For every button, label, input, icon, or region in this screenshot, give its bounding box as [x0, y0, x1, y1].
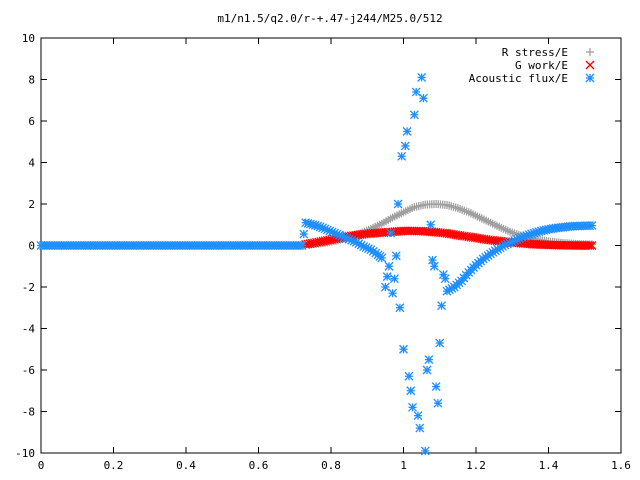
- chart-title: m1/n1.5/q2.0/r-+.47-j244/M25.0/512: [217, 12, 442, 25]
- series-1: [301, 226, 597, 250]
- data-point: [401, 226, 411, 236]
- x-axis: 0 0.2 0.4 0.6 0.8 1 1.2 1.4 1.6: [38, 38, 631, 472]
- data-point: [411, 87, 421, 97]
- data-point: [440, 274, 450, 284]
- y-tick-label: 4: [28, 157, 35, 170]
- data-point: [395, 303, 405, 313]
- legend-marker: [585, 73, 595, 83]
- data-point: [399, 344, 408, 354]
- data-point: [393, 199, 403, 209]
- data-point: [377, 253, 387, 263]
- data-point: [431, 382, 441, 392]
- data-point: [583, 241, 593, 250]
- legend-label: Acoustic flux/E: [469, 72, 568, 85]
- data-point: [422, 365, 432, 375]
- y-tick-label: 10: [22, 32, 35, 45]
- y-tick-label: -8: [22, 406, 35, 419]
- y-tick-label: -10: [15, 447, 35, 460]
- y-tick-label: -4: [22, 323, 36, 336]
- data-point: [403, 226, 413, 236]
- data-point: [406, 386, 416, 396]
- data-point: [386, 228, 396, 238]
- data-point: [404, 371, 414, 381]
- y-tick-label: 2: [28, 198, 35, 211]
- data-point: [297, 241, 307, 250]
- data-point: [435, 338, 445, 348]
- x-tick-label: 0.2: [104, 459, 124, 472]
- data-point: [391, 251, 401, 261]
- legend-label: G work/E: [515, 59, 568, 72]
- x-tick-label: 0.4: [176, 459, 196, 472]
- x-tick-label: 1.4: [539, 459, 559, 472]
- y-tick-label: 6: [28, 115, 35, 128]
- y-tick-label: 8: [28, 74, 35, 87]
- data-point: [409, 110, 419, 120]
- data-point: [389, 274, 399, 284]
- y-tick-label: 0: [28, 240, 35, 253]
- data-point: [413, 411, 423, 421]
- series-layer: [36, 72, 597, 456]
- data-point: [587, 241, 597, 250]
- data-point: [384, 261, 394, 271]
- data-point: [388, 288, 398, 298]
- legend-marker: [586, 48, 594, 56]
- data-point: [402, 126, 412, 136]
- x-tick-label: 0: [38, 459, 45, 472]
- x-tick-label: 1.6: [611, 459, 631, 472]
- y-tick-label: -6: [22, 364, 35, 377]
- legend-label: R stress/E: [502, 46, 568, 59]
- series-2: [36, 72, 597, 456]
- data-point: [426, 220, 436, 230]
- data-point: [437, 301, 447, 311]
- data-point: [405, 226, 415, 236]
- x-tick-label: 0.6: [249, 459, 269, 472]
- data-point: [433, 398, 443, 408]
- data-point: [429, 261, 439, 271]
- data-point: [380, 282, 390, 292]
- data-point: [417, 72, 427, 82]
- y-tick-label: -2: [22, 281, 35, 294]
- x-tick-label: 1: [400, 459, 407, 472]
- data-point: [400, 141, 410, 151]
- data-point: [424, 355, 434, 365]
- data-point: [399, 226, 408, 236]
- data-point: [415, 423, 425, 433]
- data-point: [408, 402, 418, 412]
- data-point: [420, 446, 430, 456]
- data-point: [397, 151, 407, 161]
- data-point: [587, 221, 597, 231]
- legend-marker: [585, 60, 595, 70]
- data-point: [382, 272, 392, 282]
- x-tick-label: 0.8: [321, 459, 341, 472]
- data-point: [418, 93, 428, 103]
- data-point: [585, 241, 595, 250]
- y-axis: 10 8 6 4 2 0 -2 -4 -6 -8 -10: [15, 32, 621, 460]
- x-tick-label: 1.2: [466, 459, 486, 472]
- data-point: [428, 255, 437, 265]
- data-point: [299, 229, 309, 239]
